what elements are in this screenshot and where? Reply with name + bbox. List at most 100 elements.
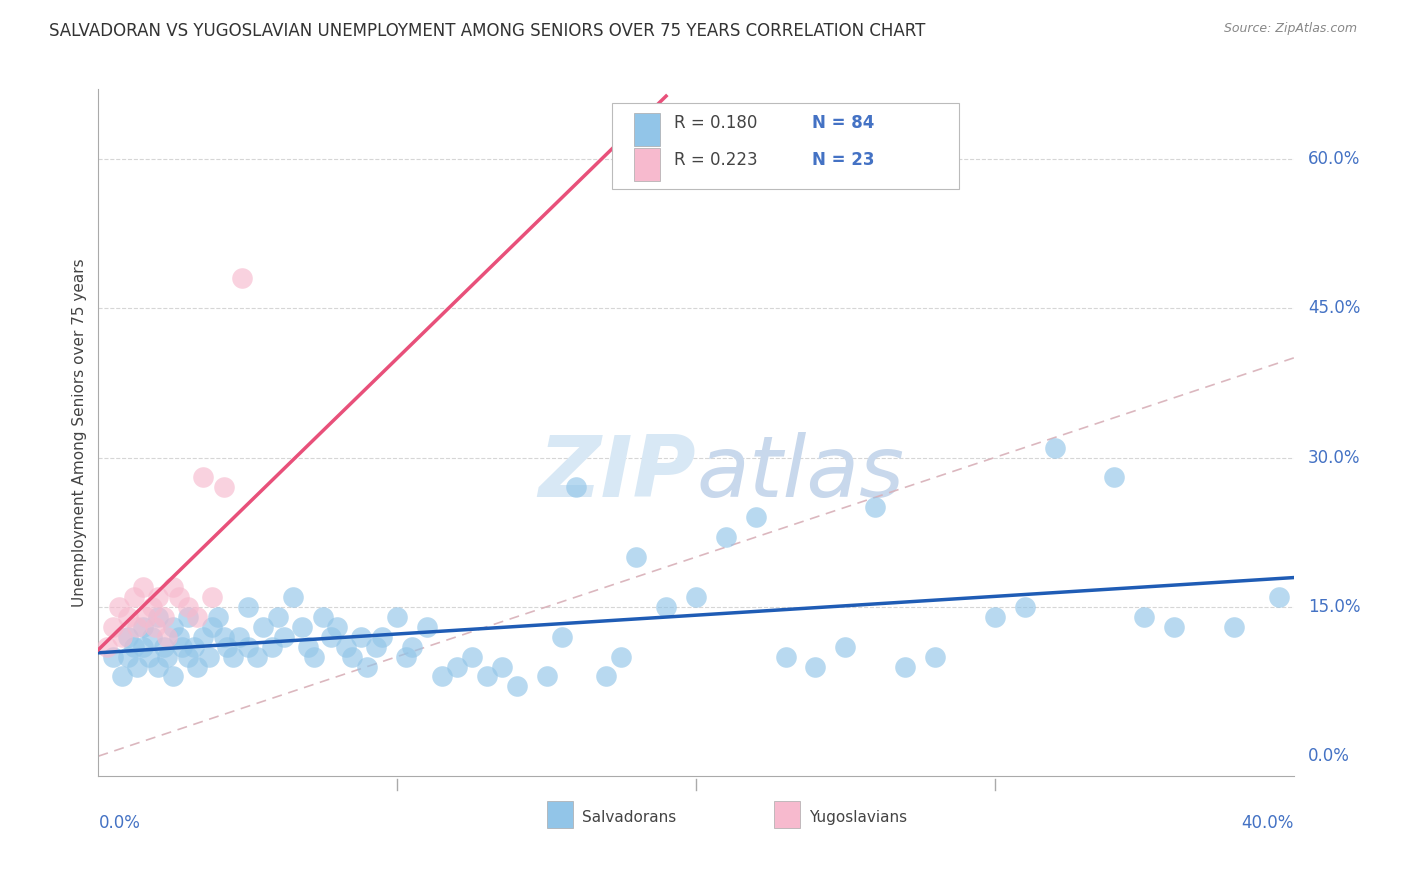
Point xyxy=(148,590,170,604)
Point xyxy=(167,590,190,604)
Point xyxy=(281,590,304,604)
Point xyxy=(215,640,238,654)
Point xyxy=(162,580,184,594)
Bar xyxy=(773,801,800,828)
Point xyxy=(401,640,423,654)
Point xyxy=(162,669,184,683)
Point xyxy=(153,640,176,654)
Point xyxy=(191,470,214,484)
Text: 60.0%: 60.0% xyxy=(1308,150,1360,168)
Point xyxy=(475,669,498,683)
Bar xyxy=(634,113,661,146)
Text: N = 23: N = 23 xyxy=(811,151,875,169)
Point xyxy=(132,640,155,654)
Point xyxy=(132,580,155,594)
Point xyxy=(162,620,184,634)
Point xyxy=(236,599,259,614)
Point xyxy=(117,609,139,624)
Point xyxy=(228,630,250,644)
Point xyxy=(191,630,214,644)
Point xyxy=(172,640,194,654)
Point xyxy=(135,609,157,624)
Point xyxy=(775,649,797,664)
Point xyxy=(156,630,179,644)
Point xyxy=(153,609,176,624)
Point xyxy=(626,152,648,166)
Point xyxy=(212,480,235,494)
Point xyxy=(536,669,558,683)
Y-axis label: Unemployment Among Seniors over 75 years: Unemployment Among Seniors over 75 years xyxy=(72,259,87,607)
Point xyxy=(103,620,125,634)
Point xyxy=(924,649,946,664)
Point xyxy=(186,659,208,673)
Point xyxy=(124,640,146,654)
Point xyxy=(342,649,364,664)
Point xyxy=(124,590,146,604)
Point xyxy=(246,649,269,664)
Point xyxy=(610,649,633,664)
Point xyxy=(335,640,357,654)
Point xyxy=(108,599,131,614)
Point xyxy=(395,649,418,664)
Point xyxy=(461,649,484,664)
Point xyxy=(291,620,314,634)
Point xyxy=(252,620,274,634)
Point xyxy=(1133,609,1156,624)
Point xyxy=(148,609,170,624)
Point xyxy=(804,659,827,673)
Point xyxy=(350,630,373,644)
Text: R = 0.180: R = 0.180 xyxy=(675,114,758,132)
Text: SALVADORAN VS YUGOSLAVIAN UNEMPLOYMENT AMONG SENIORS OVER 75 YEARS CORRELATION C: SALVADORAN VS YUGOSLAVIAN UNEMPLOYMENT A… xyxy=(49,22,925,40)
Point xyxy=(416,620,439,634)
Point xyxy=(297,640,319,654)
FancyBboxPatch shape xyxy=(613,103,959,189)
Point xyxy=(201,590,224,604)
Bar xyxy=(634,147,661,180)
Point xyxy=(222,649,245,664)
Point xyxy=(201,620,224,634)
Point xyxy=(207,609,229,624)
Point xyxy=(685,590,707,604)
Point xyxy=(1014,599,1036,614)
Point xyxy=(491,659,513,673)
Point xyxy=(446,659,468,673)
Point xyxy=(260,640,283,654)
Point xyxy=(267,609,290,624)
Point xyxy=(212,630,235,644)
Point xyxy=(745,510,768,524)
Point xyxy=(198,649,221,664)
Point xyxy=(148,659,170,673)
Point xyxy=(1043,441,1066,455)
Point xyxy=(302,649,325,664)
Point xyxy=(132,620,155,634)
Point xyxy=(366,640,388,654)
Point xyxy=(311,609,333,624)
Point xyxy=(595,669,617,683)
Point xyxy=(550,630,572,644)
Text: N = 84: N = 84 xyxy=(811,114,875,132)
Text: 45.0%: 45.0% xyxy=(1308,299,1360,318)
Point xyxy=(111,630,134,644)
Text: 0.0%: 0.0% xyxy=(98,814,141,832)
Text: 30.0%: 30.0% xyxy=(1308,449,1361,467)
Text: Source: ZipAtlas.com: Source: ZipAtlas.com xyxy=(1223,22,1357,36)
Point xyxy=(506,680,529,694)
Point xyxy=(655,599,678,614)
Point xyxy=(1104,470,1126,484)
Point xyxy=(143,620,166,634)
Text: 15.0%: 15.0% xyxy=(1308,598,1361,615)
Point xyxy=(177,649,200,664)
Point xyxy=(565,480,588,494)
Point xyxy=(177,599,200,614)
Point xyxy=(96,640,118,654)
Point xyxy=(430,669,453,683)
Point xyxy=(1223,620,1246,634)
Point xyxy=(183,640,205,654)
Point xyxy=(865,500,887,515)
Point xyxy=(127,659,149,673)
Point xyxy=(186,609,208,624)
Point xyxy=(834,640,856,654)
Point xyxy=(236,640,259,654)
Point xyxy=(371,630,394,644)
Point xyxy=(177,609,200,624)
